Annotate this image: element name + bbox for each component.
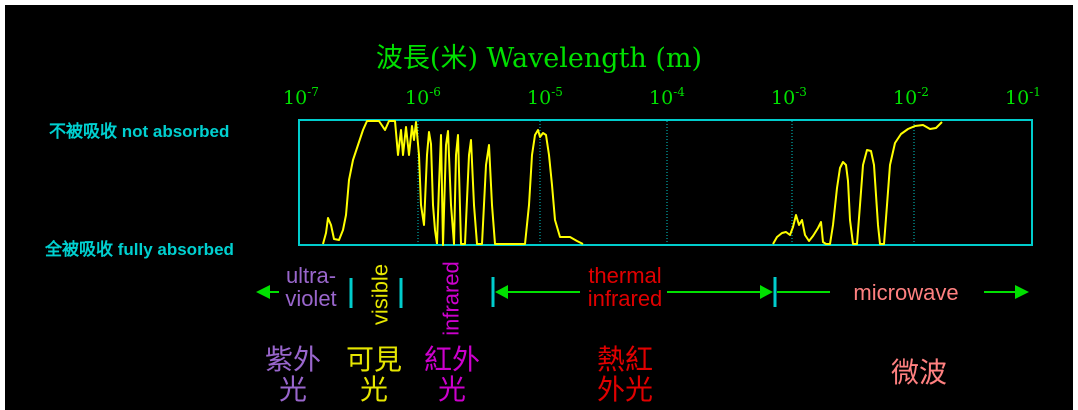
- thermal-arrow-head-right: [760, 285, 773, 299]
- gridlines: [417, 121, 915, 244]
- tick-label-1e-6: 10-6: [405, 85, 441, 109]
- microwave-label: microwave: [853, 280, 959, 305]
- ultraviolet-cjk-line1: 紫外: [264, 343, 321, 376]
- ultraviolet-label-line2: violet: [285, 286, 337, 311]
- microwave-cjk-label: 微波: [890, 356, 947, 389]
- diagram-canvas: 波長(米) Wavelength (m) 10-7 10-6 10-5 10-4…: [5, 5, 1073, 410]
- thermal-cjk-label: 熱紅 外光: [593, 345, 657, 405]
- ultraviolet-cjk-label: 紫外 光: [261, 345, 325, 405]
- plot-frame: [298, 119, 1033, 246]
- visible-cjk-line1: 可見: [345, 343, 402, 376]
- ultraviolet-cjk-line2: 光: [278, 373, 307, 406]
- curve-microwave-segment: [772, 121, 943, 245]
- infrared-cjk-label: 紅外 光: [420, 345, 484, 405]
- tick-label-1e-2: 10-2: [893, 85, 929, 109]
- uv-arrow-head: [256, 285, 270, 299]
- tick-label-1e-3: 10-3: [771, 85, 807, 109]
- infrared-cjk-line1: 紅外: [423, 343, 480, 376]
- thermal-cjk-line2: 外光: [596, 373, 653, 406]
- tick-label-1e-1: 10-1: [1005, 85, 1041, 109]
- band-dividers: [349, 277, 777, 308]
- ultraviolet-label: ultra- violet: [279, 264, 343, 310]
- thermal-arrow-head-left: [495, 285, 508, 299]
- transmission-curve: [322, 120, 943, 246]
- fully-absorbed-label: 全被吸收 fully absorbed: [45, 240, 234, 259]
- thermal-cjk-line1: 熱紅: [596, 343, 653, 376]
- axis-title: 波長(米) Wavelength (m): [375, 43, 703, 74]
- curve-uv-visible-segment: [322, 120, 438, 245]
- band-arrows: [256, 285, 1029, 299]
- visible-cjk-label: 可見 光: [342, 345, 406, 405]
- thermal-infrared-label: thermal infrared: [580, 264, 670, 310]
- infrared-cjk-line2: 光: [437, 373, 466, 406]
- tick-label-1e-5: 10-5: [527, 85, 563, 109]
- microwave-arrow-head: [1015, 285, 1029, 299]
- infrared-label: infrared: [438, 261, 464, 336]
- visible-label: visible: [367, 263, 393, 326]
- curve-infrared-segment: [436, 129, 584, 246]
- tick-label-1e-7: 10-7: [283, 85, 319, 109]
- diagram-graphics: [256, 120, 1029, 308]
- ultraviolet-label-line1: ultra-: [285, 263, 337, 288]
- thermal-label-line2: infrared: [587, 286, 663, 311]
- tick-label-1e-4: 10-4: [649, 85, 685, 109]
- thermal-label-line1: thermal: [588, 263, 662, 288]
- visible-cjk-line2: 光: [359, 373, 388, 406]
- not-absorbed-label: 不被吸收 not absorbed: [49, 122, 230, 141]
